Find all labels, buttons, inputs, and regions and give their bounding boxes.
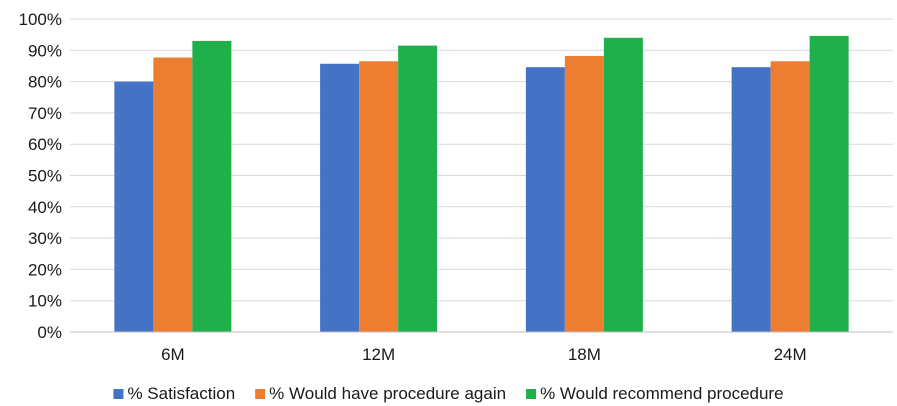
- y-axis-tick-labels: 0% 10% 20% 30% 40% 50% 60% 70% 80% 90% 100%: [19, 10, 62, 342]
- y-tick-label-80: 80%: [28, 73, 62, 92]
- bar-12M-series-2: [359, 61, 399, 332]
- bar-6M-series-1: [114, 81, 154, 332]
- y-tick-label-30: 30%: [28, 229, 62, 248]
- y-tick-label-10: 10%: [28, 292, 62, 311]
- y-tick-label-70: 70%: [28, 104, 62, 123]
- bar-24M-series-3: [809, 35, 849, 332]
- bar-24M-series-2: [770, 61, 810, 332]
- x-category-label-12M: 12M: [362, 345, 395, 364]
- y-tick-label-100: 100%: [19, 10, 62, 29]
- bar-18M-series-2: [564, 55, 604, 333]
- y-tick-label-50: 50%: [28, 167, 62, 186]
- x-category-label-18M: 18M: [568, 345, 601, 364]
- y-tick-label-60: 60%: [28, 135, 62, 154]
- bar-6M-series-2: [153, 57, 193, 333]
- y-tick-label-90: 90%: [28, 41, 62, 60]
- bar-18M-series-3: [603, 37, 643, 332]
- legend-swatch-series-2: [255, 389, 266, 399]
- x-axis-category-labels: 6M 12M 18M 24M: [161, 345, 807, 364]
- y-tick-label-20: 20%: [28, 260, 62, 279]
- legend-swatch-series-3: [526, 389, 537, 399]
- y-tick-label-0: 0%: [37, 323, 62, 342]
- y-tick-label-40: 40%: [28, 198, 62, 217]
- bar-6M-series-3: [192, 40, 232, 332]
- x-category-label-24M: 24M: [774, 345, 807, 364]
- legend: % Satisfaction % Would have procedure aga…: [113, 384, 784, 403]
- legend-label-series-3: % Would recommend procedure: [540, 384, 783, 403]
- bars: [114, 35, 849, 333]
- legend-label-series-2: % Would have procedure again: [269, 384, 506, 403]
- bar-12M-series-1: [320, 63, 360, 332]
- legend-label-series-1: % Satisfaction: [127, 384, 235, 403]
- bar-18M-series-1: [525, 67, 565, 333]
- bar-12M-series-3: [398, 45, 438, 332]
- x-category-label-6M: 6M: [161, 345, 185, 364]
- legend-swatch-series-1: [113, 389, 124, 399]
- bar-24M-series-1: [731, 67, 771, 333]
